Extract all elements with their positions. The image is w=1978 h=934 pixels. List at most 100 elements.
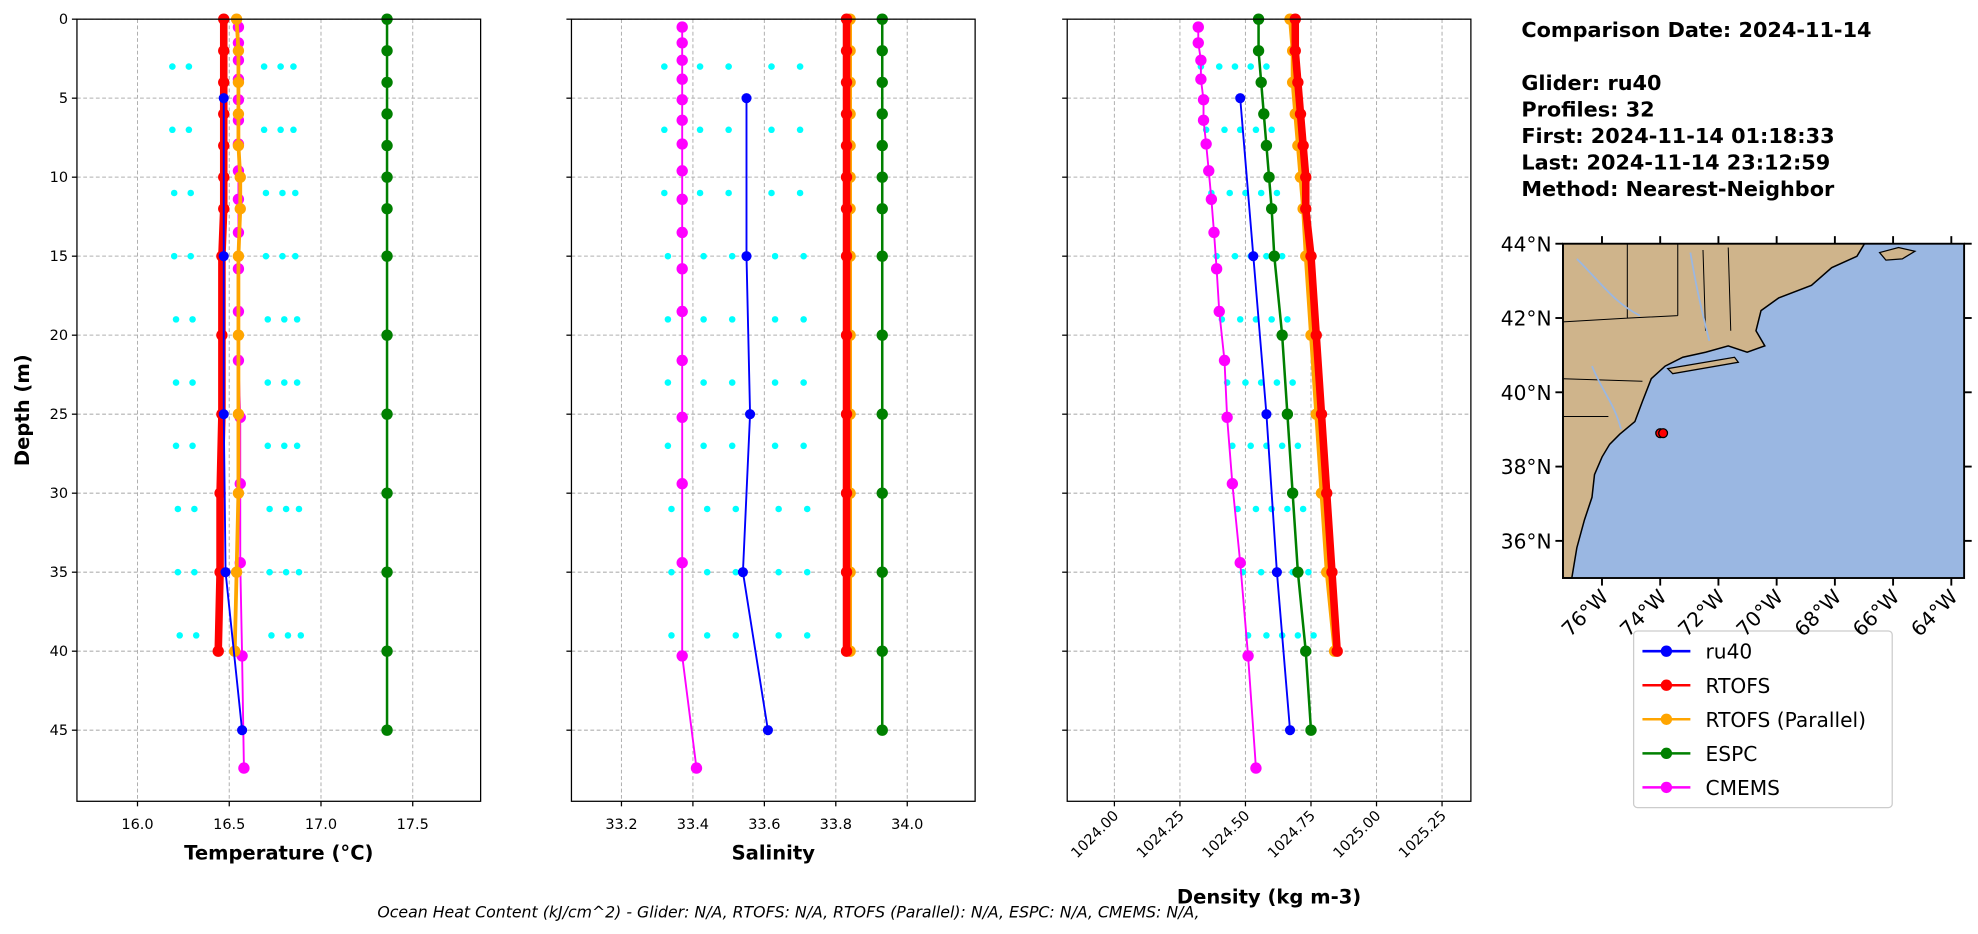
x-tick-label: 17.5 [397,817,429,833]
x-tick-label: 33.4 [677,817,709,833]
glider-point [187,189,194,197]
glider-point [262,252,270,260]
profile-marker [1305,724,1317,736]
profile-marker [1208,226,1220,239]
profile-marker [1200,138,1212,150]
glider-point [771,316,779,323]
profile-marker [676,21,688,33]
profile-marker [237,725,248,736]
glider-point [1284,505,1291,513]
glider-point [297,632,305,639]
glider-point [262,189,270,197]
profile-marker [745,409,756,420]
profile-marker [676,226,688,239]
profile-marker [1258,108,1270,120]
x-tick-label: 33.2 [605,817,637,833]
profile-marker [840,329,853,341]
profile-marker [218,76,230,89]
profile-marker [876,171,888,183]
glider-point [732,568,740,576]
profile-marker [1210,263,1223,275]
glider-point [1257,189,1265,197]
profile-marker [1289,45,1301,57]
glider-point [664,316,672,323]
glider-point [295,505,303,513]
glider-point [293,316,301,323]
profile-marker [218,45,230,57]
map-lon-label: 76°W [1557,585,1613,641]
glider-point [176,632,183,639]
glider-point [264,442,272,450]
glider-point [260,126,268,134]
profile-marker [840,76,853,89]
glider-point [732,505,740,513]
glider-point [703,632,711,639]
info-line: First: 2024-11-14 01:18:33 [1521,124,1834,148]
glider-point [664,442,672,450]
glider-point [185,126,193,134]
profile-marker [876,45,888,57]
glider-point [293,379,301,386]
plot-area [76,19,481,802]
legend-box [1632,630,1893,809]
profile-marker [381,203,393,215]
border [1562,243,1732,418]
glider-point [191,505,198,513]
profile-marker [238,762,250,774]
glider-point [172,379,180,386]
glider-point [768,189,775,197]
profile-marker [676,557,688,569]
profile-marker [876,108,888,120]
profile-marker [232,329,245,341]
profile-marker [676,650,688,662]
glider-point [277,63,284,70]
y-tick-label: 20 [50,328,68,344]
glider-point [1252,126,1260,134]
profile-marker [876,203,888,215]
profile-marker [690,762,703,774]
profile-marker [381,487,393,499]
footer: Ocean Heat Content (kJ/cm^2) - Glider: N… [377,902,1199,921]
profile-marker [218,409,229,420]
profile-marker [218,93,229,104]
profile-marker [1300,203,1312,215]
profile-marker [1197,114,1210,126]
glider-point [725,126,732,134]
plot-frame [570,18,976,802]
x-tick-label: 33.6 [748,817,780,833]
glider-point [728,316,736,323]
glider-point [661,63,668,70]
glider-point [170,252,178,260]
profile-marker [676,114,688,126]
glider-point [1305,568,1312,576]
glider-point [775,568,782,576]
profile-marker [1260,139,1273,152]
glider-point [803,505,811,513]
profile-marker [1271,567,1282,578]
glider-point [775,632,782,639]
profile-marker [741,93,752,104]
x-tick-label: 1024.75 [1265,808,1319,862]
glider-point [170,189,178,197]
profile-marker [1315,408,1328,420]
profile-marker [381,108,393,120]
profile-marker [1321,487,1333,499]
profile-marker [1242,650,1254,662]
glider-point [174,568,182,576]
y-tick-label: 10 [50,170,68,186]
map-lat-label: 40°N [1501,381,1552,405]
glider-point [1231,252,1239,260]
plot-frame [1066,18,1472,802]
profile-marker [1263,171,1275,183]
x-tick-label: 1025.25 [1396,808,1450,862]
profile-marker [381,250,393,262]
y-axis-label: Depth (m) [11,354,34,466]
glider-point [189,442,196,450]
glider-point [1263,63,1270,70]
glider-point [189,316,196,323]
glider-point [771,442,779,450]
y-tick-label: 40 [50,644,68,660]
map-lat-label: 36°N [1501,529,1552,553]
glider-point [1221,126,1228,134]
legend-label: ru40 [1706,640,1753,664]
